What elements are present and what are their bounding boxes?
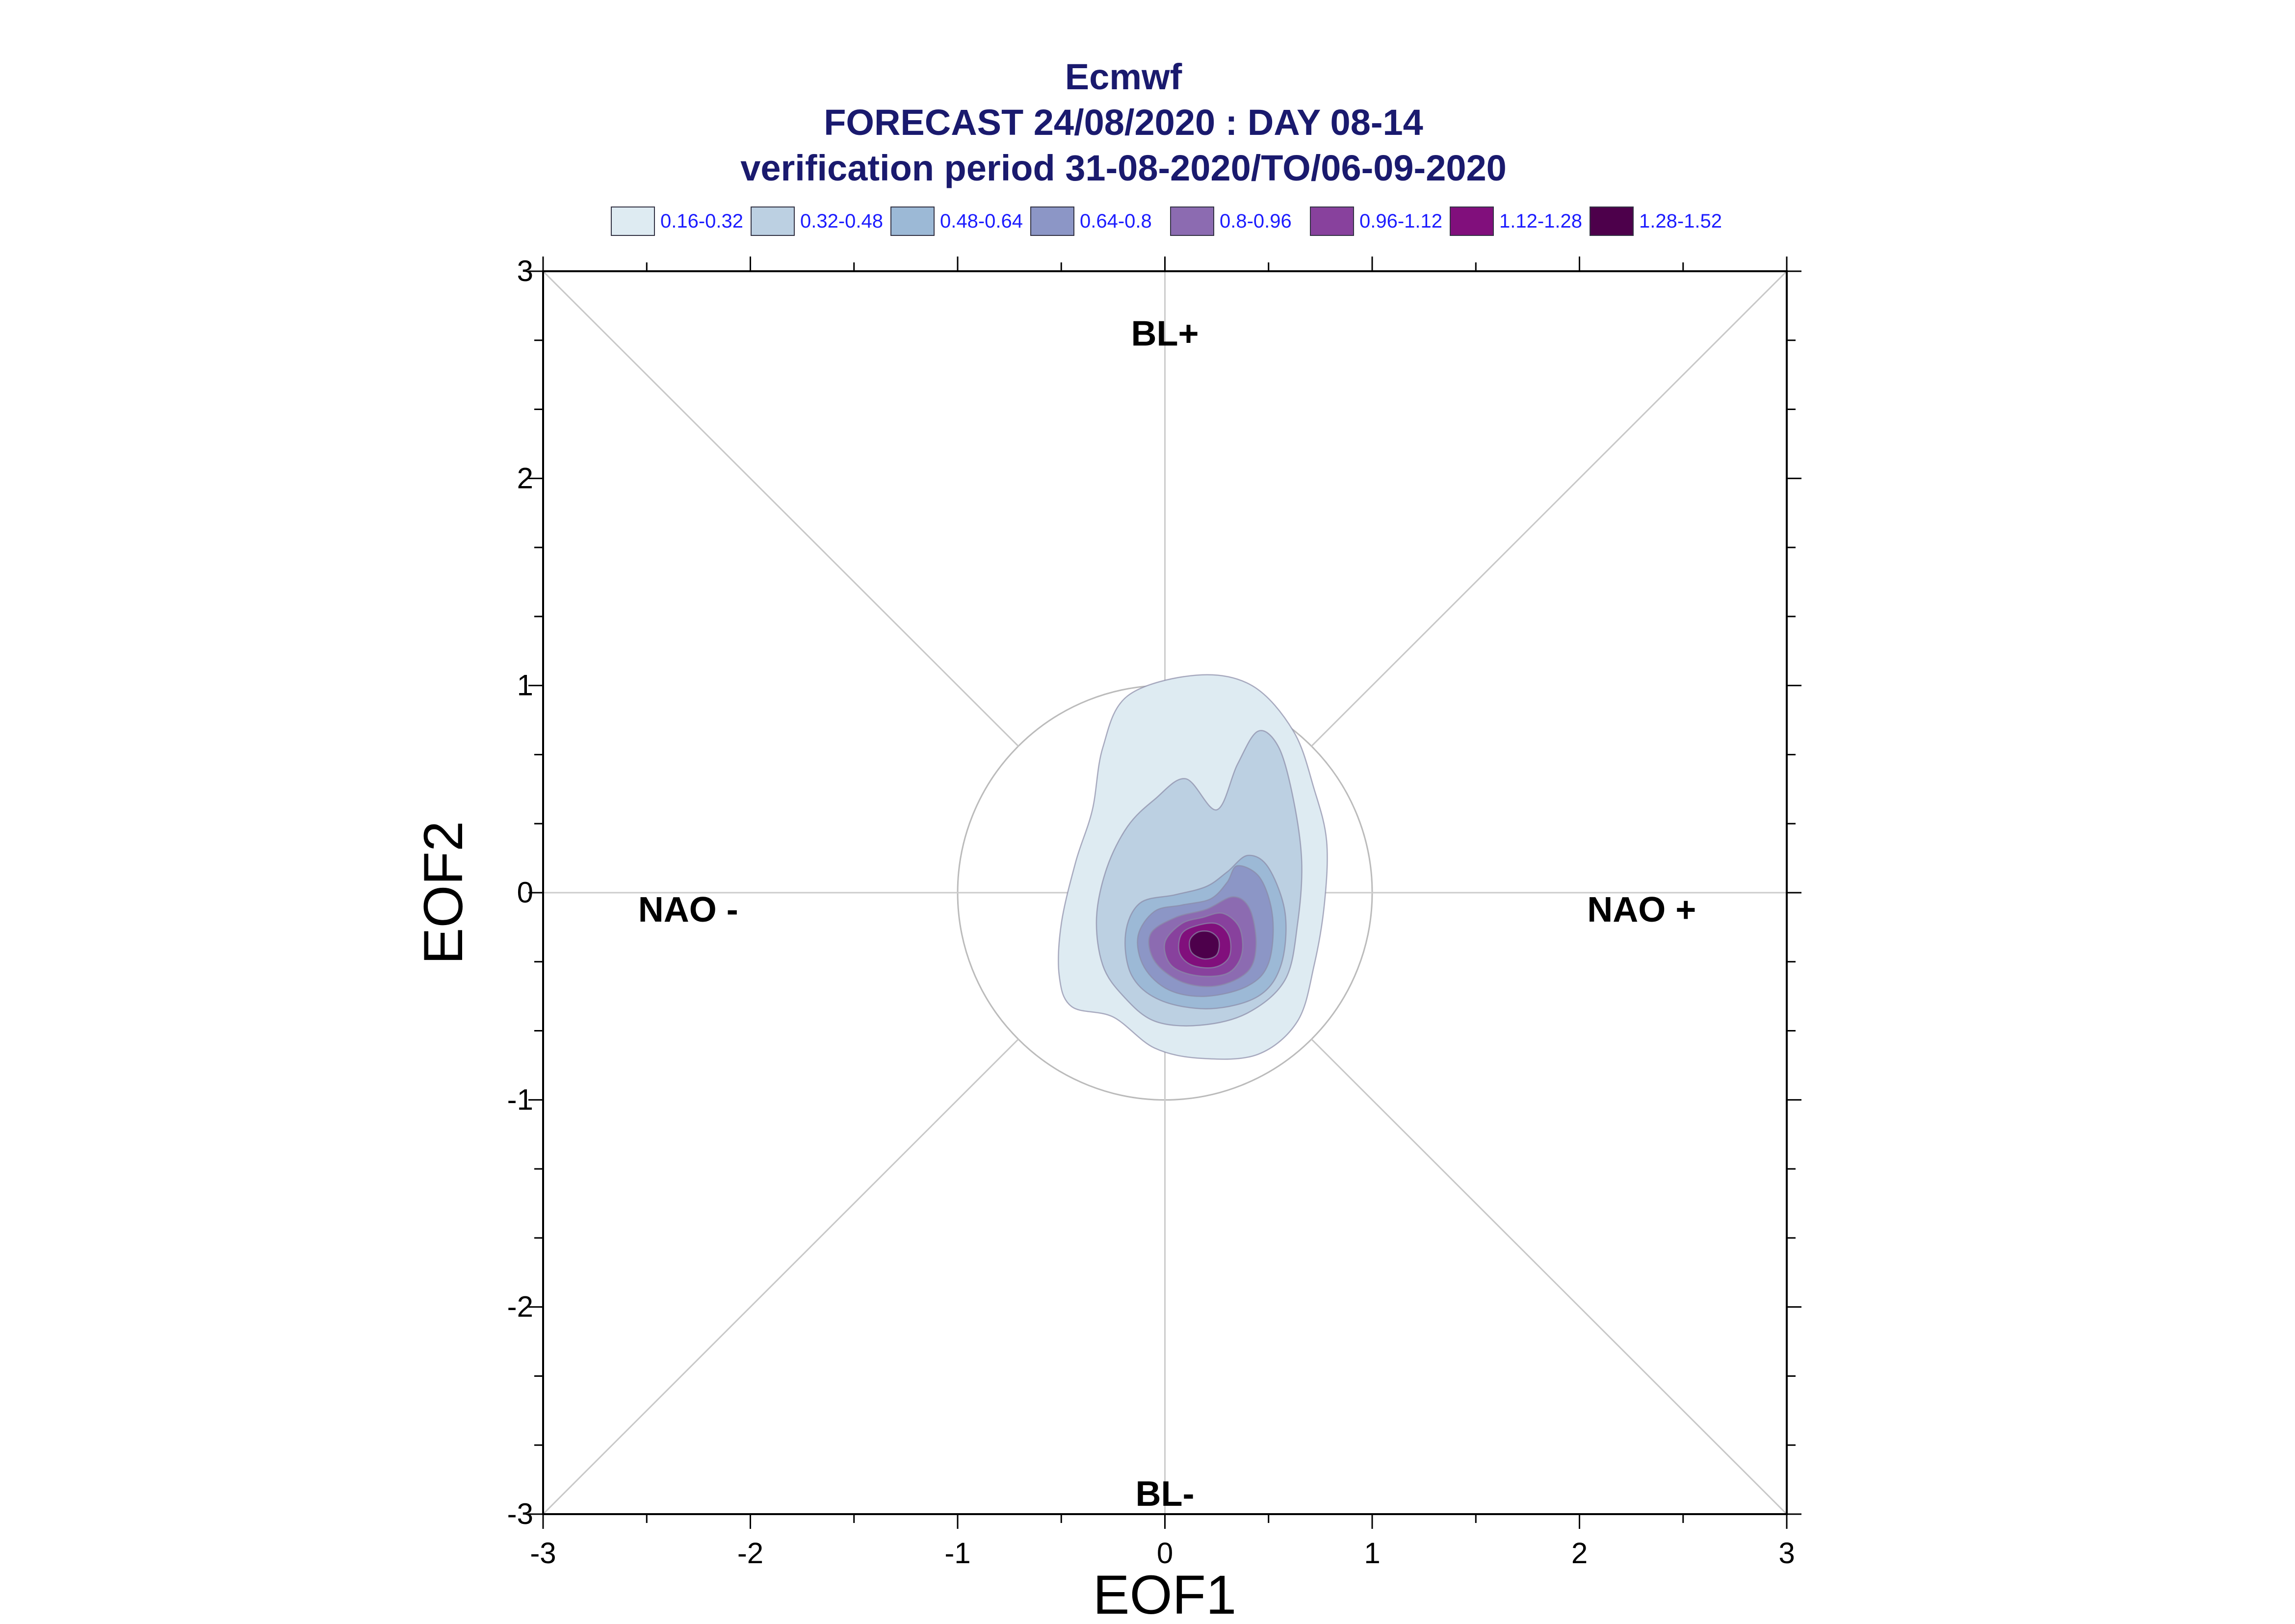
region-labels: BL+ BL- NAO - NAO +	[638, 314, 1696, 1514]
legend-swatch	[611, 206, 655, 236]
legend-label: 0.96-1.12	[1359, 210, 1442, 232]
y-tick-label: -3	[507, 1497, 533, 1530]
legend: 0.16-0.32 0.32-0.48 0.48-0.64 0.64-0.8 0.8-0…	[611, 206, 1722, 236]
title-line-2: FORECAST 24/08/2020 : DAY 08-14	[824, 102, 1423, 143]
chart-title: Ecmwf FORECAST 24/08/2020 : DAY 08-14 ve…	[740, 56, 1507, 188]
title-line-1: Ecmwf	[1065, 56, 1182, 97]
y-tick-label: 0	[517, 876, 533, 909]
legend-label: 1.28-1.52	[1639, 210, 1722, 232]
y-tick-label: 2	[517, 462, 533, 494]
legend-label: 0.48-0.64	[940, 210, 1023, 232]
region-label: NAO +	[1587, 890, 1696, 929]
y-tick-label: 1	[517, 669, 533, 702]
diagonal-line-3	[1311, 1038, 1788, 1515]
y-tick-label: -1	[507, 1083, 533, 1116]
diagonal-line-4	[542, 1038, 1019, 1515]
legend-label: 0.16-0.32	[660, 210, 743, 232]
legend-swatch	[1450, 206, 1494, 236]
title-line-3: verification period 31-08-2020/TO/06-09-…	[740, 148, 1507, 188]
legend-swatch	[1030, 206, 1074, 236]
region-label: NAO -	[638, 890, 738, 929]
legend-swatch	[751, 206, 795, 236]
x-tick-label: -3	[530, 1537, 556, 1570]
contour-band-8	[1189, 930, 1220, 960]
legend-swatch	[1590, 206, 1634, 236]
diagonal-line-2	[542, 270, 1019, 747]
y-tick-label: -2	[507, 1290, 533, 1323]
legend-swatch	[890, 206, 935, 236]
x-tick-label: 3	[1778, 1537, 1795, 1570]
legend-label: 0.8-0.96	[1220, 210, 1292, 232]
legend-label: 0.32-0.48	[800, 210, 883, 232]
x-tick-label: 1	[1364, 1537, 1380, 1570]
y-axis-title: EOF2	[413, 821, 474, 965]
density-contours	[1058, 674, 1328, 1060]
legend-swatch	[1170, 206, 1214, 236]
x-tick-label: 2	[1571, 1537, 1588, 1570]
legend-label: 1.12-1.28	[1499, 210, 1582, 232]
x-tick-label: 0	[1157, 1537, 1173, 1570]
x-tick-label: -2	[737, 1537, 763, 1570]
y-tick-label: 3	[517, 255, 533, 287]
legend-label: 0.64-0.8	[1080, 210, 1152, 232]
x-axis-title: EOF1	[1093, 1564, 1237, 1624]
region-label: BL+	[1131, 314, 1199, 354]
x-tick-label: -1	[944, 1537, 970, 1570]
plot-area: -3 -2 -1 0 1 2 3 -3 -2 -1 0 1 2 3 BL+ BL- NAO - NAO +	[507, 255, 1801, 1570]
diagonal-line-1	[1311, 270, 1788, 747]
axis-ticks: -3 -2 -1 0 1 2 3 -3 -2 -1 0 1 2 3	[507, 255, 1801, 1570]
legend-swatch	[1310, 206, 1354, 236]
region-label: BL-	[1136, 1474, 1195, 1514]
guide-lines	[542, 270, 1788, 1515]
